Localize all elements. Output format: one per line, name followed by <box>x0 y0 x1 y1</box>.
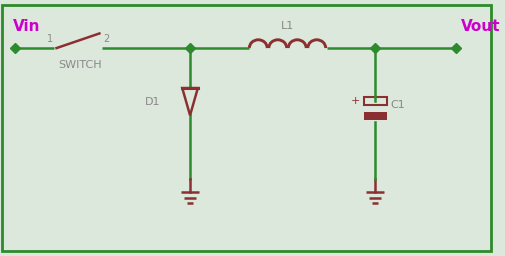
Text: D1: D1 <box>145 97 161 107</box>
Text: 1: 1 <box>46 34 53 44</box>
Text: C1: C1 <box>390 100 405 110</box>
Bar <box>363 97 386 105</box>
Text: Vout: Vout <box>460 19 499 35</box>
FancyBboxPatch shape <box>2 5 490 251</box>
Text: 2: 2 <box>103 34 110 44</box>
Text: +: + <box>350 96 360 106</box>
Text: Vin: Vin <box>13 19 40 35</box>
Text: L1: L1 <box>280 20 293 30</box>
Text: SWITCH: SWITCH <box>59 60 102 70</box>
Bar <box>363 112 386 120</box>
